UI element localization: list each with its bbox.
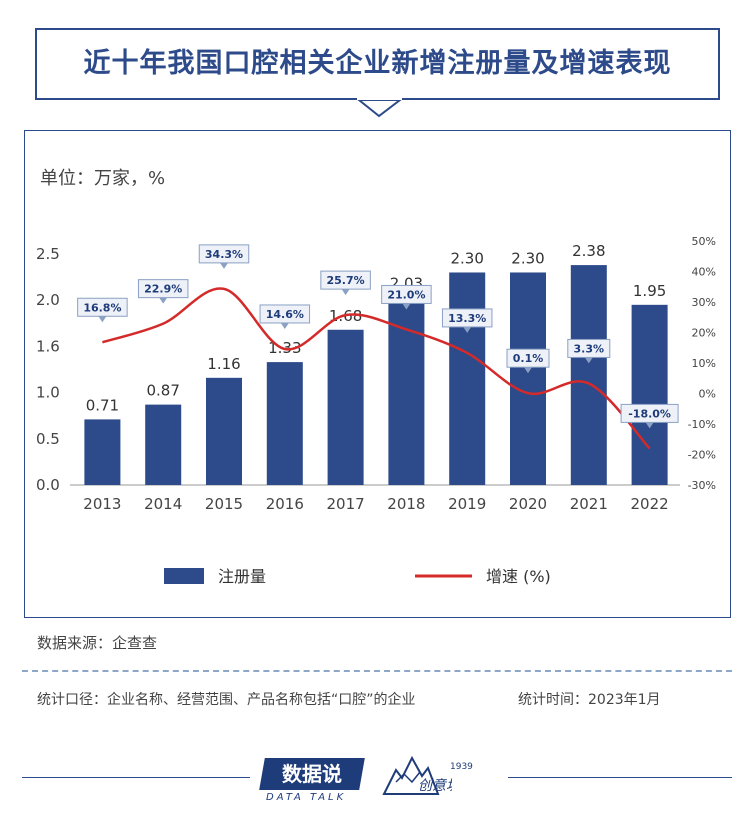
x-tick-label: 2021 bbox=[570, 495, 608, 513]
footer-line-right bbox=[508, 777, 732, 778]
growth-value-label: 0.1% bbox=[513, 352, 544, 365]
chart-frame bbox=[24, 130, 731, 618]
growth-label-pointer bbox=[645, 422, 654, 429]
svg-text:创意坊: 创意坊 bbox=[418, 778, 452, 794]
y-left-tick-label: 0.5 bbox=[36, 430, 60, 448]
growth-value-label: 13.3% bbox=[448, 312, 486, 325]
y-left-tick-label: 1.0 bbox=[36, 384, 60, 402]
bar-2013 bbox=[84, 419, 121, 485]
y-right-tick-label: -30% bbox=[688, 479, 716, 492]
logo-year: 1939 bbox=[450, 762, 473, 772]
bar-2016 bbox=[266, 362, 303, 485]
x-tick-label: 2016 bbox=[266, 495, 304, 513]
bar-value-label: 0.87 bbox=[146, 382, 179, 400]
growth-value-label: 3.3% bbox=[574, 342, 605, 355]
growth-value-label: 21.0% bbox=[387, 288, 425, 301]
growth-label-pointer bbox=[280, 322, 289, 329]
bar-2022 bbox=[631, 304, 668, 485]
growth-label-pointer bbox=[463, 326, 472, 333]
statistics-time: 统计时间：2023年1月 bbox=[518, 692, 661, 708]
y-right-tick-label: 40% bbox=[692, 266, 716, 279]
x-tick-label: 2019 bbox=[448, 495, 486, 513]
y-right-tick-label: 50% bbox=[692, 235, 716, 248]
x-tick-label: 2013 bbox=[83, 495, 121, 513]
y-right-tick-label: -20% bbox=[688, 449, 716, 462]
title-box: 近十年我国口腔相关企业新增注册量及增速表现 bbox=[35, 28, 720, 118]
growth-value-label: 22.9% bbox=[144, 283, 182, 296]
bar-value-label: 2.30 bbox=[450, 249, 483, 267]
y-left-tick-label: 2.5 bbox=[36, 245, 60, 263]
bar-value-label: 2.38 bbox=[572, 242, 605, 260]
statistics-scope: 统计口径：企业名称、经营范围、产品名称包括“口腔”的企业 bbox=[37, 692, 416, 708]
bar-2020 bbox=[510, 272, 546, 485]
growth-value-label: 16.8% bbox=[83, 301, 121, 314]
growth-label-pointer bbox=[341, 289, 350, 296]
brand-logo: 数据说 bbox=[259, 758, 365, 790]
y-left-tick-label: 1.6 bbox=[36, 337, 60, 355]
growth-line bbox=[102, 287, 651, 450]
growth-value-label: 34.3% bbox=[205, 248, 243, 261]
footer-line-left bbox=[22, 777, 250, 778]
growth-label-pointer bbox=[98, 316, 107, 323]
growth-label-pointer bbox=[220, 262, 228, 269]
growth-value-label: 25.7% bbox=[327, 274, 365, 287]
bar-value-label: 1.16 bbox=[207, 355, 240, 373]
y-right-tick-label: 20% bbox=[692, 327, 716, 340]
y-right-tick-label: 0% bbox=[699, 388, 716, 401]
growth-label-pointer bbox=[402, 303, 411, 310]
growth-label-pointer bbox=[159, 297, 168, 304]
legend-bar-label: 注册量 bbox=[218, 567, 266, 586]
bar-2017 bbox=[327, 329, 364, 485]
y-left-tick-label: 0.0 bbox=[36, 476, 60, 494]
divider bbox=[22, 670, 732, 672]
bar-value-label: 2.30 bbox=[511, 249, 544, 267]
y-right-tick-label: -10% bbox=[688, 418, 716, 431]
x-tick-label: 2018 bbox=[387, 495, 425, 513]
bar-2021 bbox=[570, 265, 607, 485]
bar-value-label: 0.71 bbox=[86, 396, 119, 414]
bar-value-label: 1.95 bbox=[633, 282, 666, 300]
bar-2014 bbox=[145, 404, 182, 485]
combo-chart: 0.0 0.5 1.0 1.6 2.0 2.5 -30% -20% -10% 0% 10% 20% 30… bbox=[36, 235, 716, 586]
x-tick-label: 2014 bbox=[144, 495, 182, 513]
data-source: 数据来源：企查查 bbox=[37, 634, 158, 652]
y-right-tick-label: 10% bbox=[692, 357, 716, 370]
chart-title: 近十年我国口腔相关企业新增注册量及增速表现 bbox=[83, 48, 672, 79]
bar-2015 bbox=[206, 377, 242, 485]
legend-bar-swatch bbox=[164, 568, 204, 584]
x-tick-label: 2015 bbox=[205, 495, 243, 513]
growth-label-pointer bbox=[524, 367, 532, 374]
x-tick-label: 2022 bbox=[631, 495, 669, 513]
growth-label-pointer bbox=[584, 357, 593, 364]
unit-label: 单位：万家，% bbox=[40, 168, 166, 189]
y-right-tick-label: 30% bbox=[692, 296, 716, 309]
brand-subtitle: DATA TALK bbox=[266, 792, 347, 803]
bar-2019 bbox=[449, 272, 486, 485]
growth-value-label: 14.6% bbox=[266, 308, 304, 321]
mountain-logo-icon: 创意坊 bbox=[382, 755, 452, 795]
x-tick-label: 2020 bbox=[509, 495, 547, 513]
growth-value-label: -18.0% bbox=[628, 407, 671, 420]
legend-line-label: 增速 (%) bbox=[486, 567, 551, 586]
y-left-tick-label: 2.0 bbox=[36, 291, 60, 309]
x-tick-label: 2017 bbox=[327, 495, 365, 513]
title-notch bbox=[356, 96, 403, 118]
